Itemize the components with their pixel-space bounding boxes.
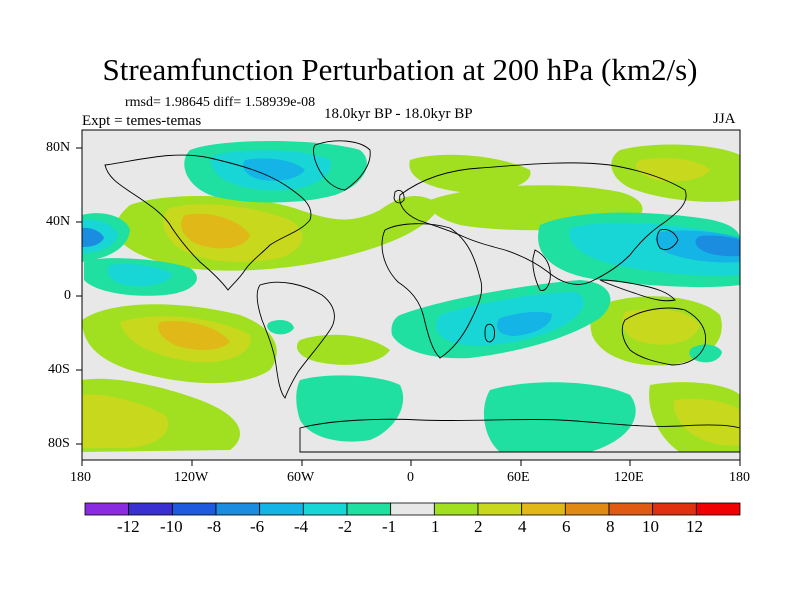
lat-label-40N: 40N xyxy=(46,214,71,229)
lat-label-80S: 80S xyxy=(48,436,70,451)
coast-madagascar xyxy=(484,323,495,343)
colorbar-box-6 xyxy=(346,502,392,516)
lat-label-80N: 80N xyxy=(46,140,71,155)
pos-region-far-south-west-core xyxy=(82,394,169,448)
neg-region-east-pacific-core xyxy=(107,264,172,287)
colorbar-label-m2: -2 xyxy=(338,517,353,536)
pos-region-europe xyxy=(409,154,531,193)
colorbar-label-m8: -8 xyxy=(207,517,222,536)
coast-africa xyxy=(381,223,483,359)
colorbar xyxy=(84,502,741,516)
colorbar-label-1: 1 xyxy=(431,517,440,536)
neg-region-antarctic-indian xyxy=(483,382,636,452)
coast-japan xyxy=(656,229,679,251)
colorbar-box-13 xyxy=(652,502,697,516)
lon-label-60E: 60E xyxy=(507,470,530,485)
colorbar-label-m12: -12 xyxy=(117,517,140,536)
neg-region-greenland-core xyxy=(243,158,305,181)
lon-label-60W: 60W xyxy=(287,470,315,485)
colorbar-box-9 xyxy=(477,502,523,516)
coast-british-isles xyxy=(393,189,405,204)
colorbar-label-12: 12 xyxy=(686,517,703,536)
colorbar-box-2 xyxy=(171,502,217,516)
colorbar-label-m4: -4 xyxy=(294,517,309,536)
colorbar-label-4: 4 xyxy=(518,517,527,536)
colorbar-box-8 xyxy=(433,502,479,516)
colorbar-box-3 xyxy=(215,502,261,516)
lon-label-180-west: 180 xyxy=(70,470,91,485)
colorbar-box-12 xyxy=(608,502,654,516)
pos-region-australia-core xyxy=(622,308,700,345)
chart-title: Streamfunction Perturbation at 200 hPa (… xyxy=(102,52,698,87)
colorbar-box-0 xyxy=(84,502,130,516)
colorbar-box-4 xyxy=(259,502,304,516)
lon-label-120E: 120E xyxy=(614,470,644,485)
experiment-label: Expt = temes-temas xyxy=(82,113,202,129)
pos-region-far-south-east-core xyxy=(673,398,740,446)
pos-region-south-pacific-core xyxy=(158,321,230,350)
colorbar-label-m10: -10 xyxy=(160,517,183,536)
colorbar-box-1 xyxy=(128,502,173,516)
coast-southeast-asia xyxy=(599,279,676,302)
lat-label-40S: 40S xyxy=(48,362,70,377)
map-field xyxy=(82,130,740,460)
coast-australia xyxy=(621,307,707,366)
colorbar-box-14 xyxy=(695,502,741,516)
lon-label-180-east: 180 xyxy=(729,470,750,485)
colorbar-label-2: 2 xyxy=(474,517,483,536)
season-label: JJA xyxy=(713,111,736,127)
coast-india xyxy=(532,249,551,291)
neg-region-indian-ocean-core xyxy=(496,311,552,336)
neg-region-west-pacific-core xyxy=(82,227,104,247)
period-label: 18.0kyr BP - 18.0kyr BP xyxy=(324,106,473,122)
stats-label: rmsd= 1.98645 diff= 1.58939e-08 xyxy=(125,95,316,110)
coast-antarctica xyxy=(299,418,740,453)
pos-region-north-america-core xyxy=(181,213,250,249)
coast-eurasia xyxy=(399,162,687,285)
neg-region-japan-center xyxy=(695,235,740,257)
neg-region-small-southeast xyxy=(689,344,722,363)
colorbar-label-10: 10 xyxy=(642,517,659,536)
coast-south-america xyxy=(256,281,335,399)
neg-region-south-atlantic xyxy=(296,375,404,442)
colorbar-box-11 xyxy=(564,502,610,516)
lat-label-0: 0 xyxy=(64,288,71,303)
axis-ticks xyxy=(76,147,741,466)
colorbar-box-7 xyxy=(390,502,435,516)
coast-greenland xyxy=(313,140,371,191)
colorbar-label-m1: -1 xyxy=(382,517,397,536)
coastlines xyxy=(104,140,740,453)
neg-region-small-south-pacific xyxy=(267,320,294,335)
coast-north-america xyxy=(104,154,312,291)
colorbar-label-m6: -6 xyxy=(250,517,265,536)
colorbar-box-10 xyxy=(521,502,566,516)
colorbar-label-8: 8 xyxy=(606,517,615,536)
lon-label-120W: 120W xyxy=(174,470,209,485)
pos-region-south-america-east xyxy=(296,334,390,365)
colorbar-label-6: 6 xyxy=(562,517,571,536)
lon-label-0: 0 xyxy=(407,470,414,485)
colorbar-box-5 xyxy=(302,502,348,516)
